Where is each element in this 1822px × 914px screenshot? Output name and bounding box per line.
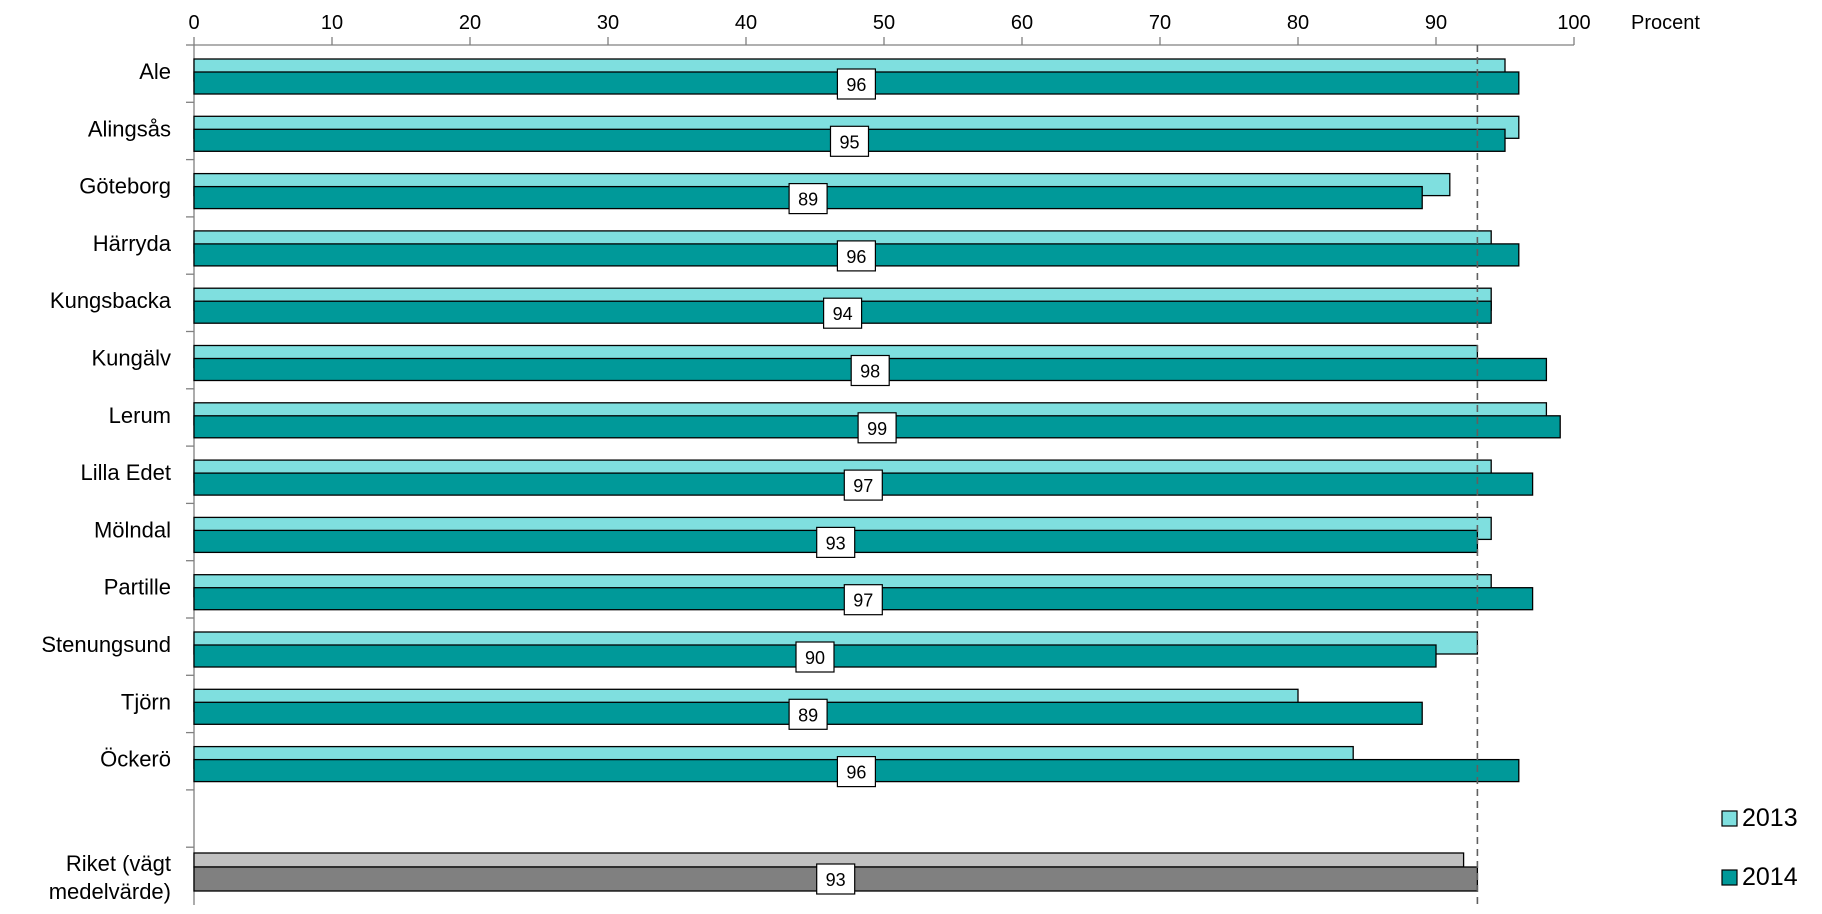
data-label: 94	[833, 304, 853, 324]
data-label: 96	[846, 763, 866, 783]
data-label: 99	[867, 419, 887, 439]
x-axis-title: Procent	[1631, 12, 1700, 34]
legend-swatch-2013	[1721, 810, 1738, 827]
data-label: 93	[826, 870, 846, 890]
x-tick-label: 50	[873, 12, 895, 34]
data-label: 89	[798, 190, 818, 210]
x-tick-label: 10	[321, 12, 343, 34]
data-label-box	[788, 698, 828, 730]
data-label-box	[788, 183, 828, 215]
category-label: Mölndal	[94, 517, 171, 542]
legend-swatch-2014	[1721, 869, 1738, 886]
x-tick-label: 70	[1149, 12, 1171, 34]
category-label: Partille	[104, 575, 171, 600]
data-label-box	[836, 68, 877, 100]
legend-label-2014: 2014	[1742, 863, 1798, 891]
x-tick-label: 20	[459, 12, 481, 34]
category-label: Göteborg	[79, 174, 171, 199]
legend-label-2013: 2013	[1742, 804, 1798, 832]
category-label: Lerum	[109, 403, 171, 428]
x-tick-label: 90	[1425, 12, 1447, 34]
category-label: Tjörn	[121, 689, 171, 714]
category-label: Härryda	[93, 231, 172, 256]
x-tick-label: 100	[1557, 12, 1590, 34]
data-label-box	[816, 863, 856, 895]
x-tick-label: 0	[188, 12, 199, 34]
category-label: Lilla Edet	[80, 460, 171, 485]
category-label: Kungsbacka	[50, 288, 172, 313]
x-tick-label: 60	[1011, 12, 1033, 34]
category-label-reference: Riket (vägt	[66, 851, 171, 876]
x-tick-label: 80	[1287, 12, 1309, 34]
category-label: Alingsås	[88, 116, 171, 141]
category-label: Öckerö	[100, 747, 171, 772]
x-tick-label: 40	[735, 12, 757, 34]
data-label-box	[857, 412, 897, 444]
data-label-box	[816, 526, 856, 559]
data-label: 89	[798, 705, 818, 725]
data-label: 90	[805, 648, 825, 668]
x-tick-label: 30	[597, 12, 619, 34]
data-label-box	[836, 755, 877, 788]
data-label-box	[836, 240, 877, 272]
data-label: 97	[853, 476, 873, 496]
category-label: Ale	[139, 59, 171, 84]
data-label: 93	[826, 533, 846, 553]
data-label: 96	[846, 247, 866, 267]
data-label-box	[850, 354, 890, 387]
data-label-box	[843, 469, 883, 501]
data-label: 97	[853, 591, 873, 611]
data-label-box	[822, 297, 863, 329]
category-label: Stenungsund	[41, 632, 171, 657]
data-label: 98	[860, 362, 880, 382]
data-label-box	[795, 641, 835, 673]
data-label-box	[843, 584, 883, 616]
data-label: 95	[839, 132, 859, 152]
data-label: 96	[846, 75, 866, 95]
category-label-reference: medelvärde)	[49, 879, 171, 904]
data-label-box	[829, 125, 870, 157]
category-label: Kungälv	[91, 346, 171, 371]
